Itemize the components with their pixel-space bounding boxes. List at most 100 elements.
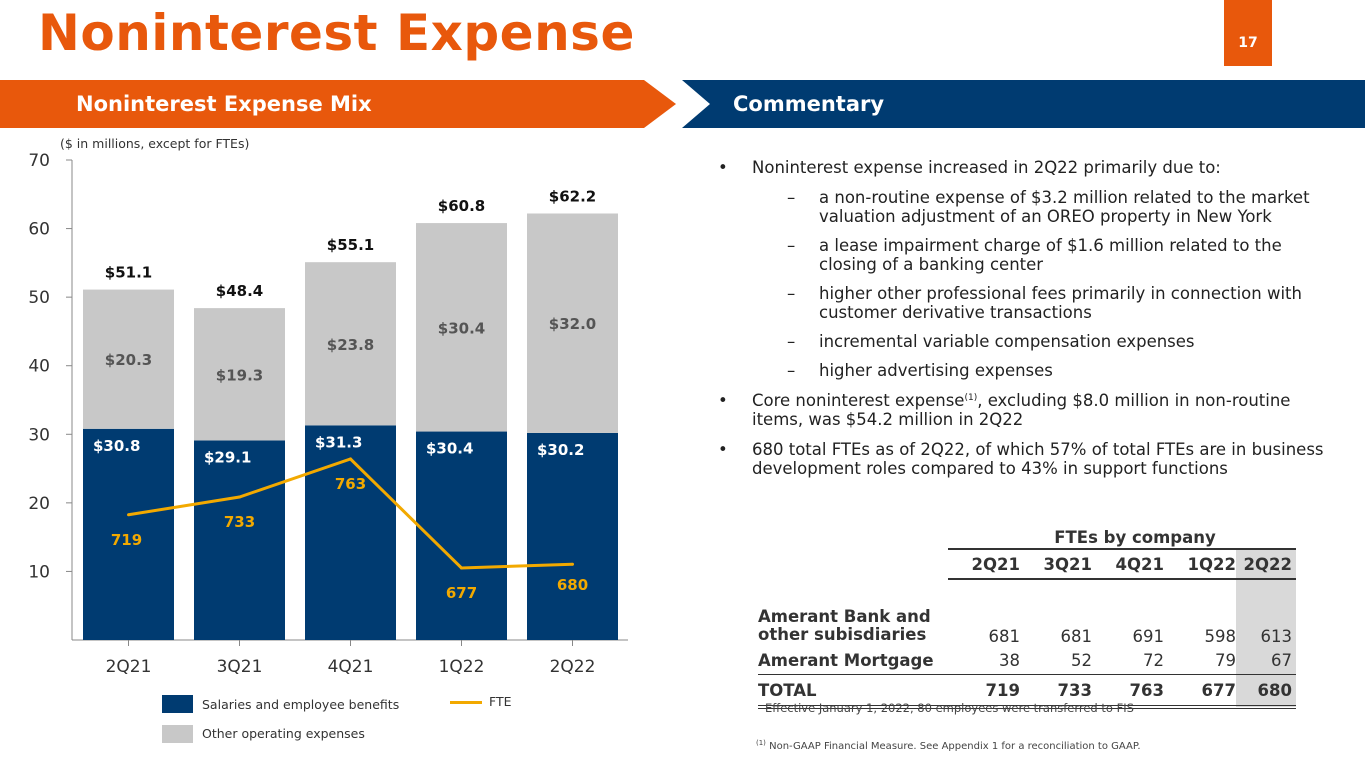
table-cell: 79 (1215, 650, 1236, 670)
fte-point (571, 562, 574, 566)
dash-marker: – (787, 188, 796, 207)
row-label-line2: other subisdiaries (758, 625, 927, 644)
fte-point (238, 495, 241, 499)
data-label-salaries: $31.3 (315, 433, 362, 451)
bullet-2-text-rest: , excluding $8.0 million in non-routine … (752, 391, 1291, 429)
fte-label: 680 (557, 576, 588, 594)
sub-bullet-text: a lease impairment charge of $1.6 millio… (819, 236, 1282, 274)
table-cell: 733 (1020, 674, 1092, 709)
dash-marker: – (787, 284, 796, 303)
x-tick-label: 4Q21 (328, 657, 374, 677)
legend-label-other: Other operating expenses (202, 726, 365, 741)
expense-chart: 10 20 30 40 50 60 70 $30.8 $20.3 $51.1 2Q21 $29.1 $1… (28, 151, 628, 677)
data-label-total: $51.1 (105, 264, 152, 282)
fte-table-title: FTEs by company (1054, 528, 1216, 547)
dash-marker: – (787, 236, 796, 255)
sub-bullet: – higher advertising expenses (718, 361, 1338, 380)
bar-other (194, 308, 285, 441)
column-header: 3Q21 (1020, 548, 1092, 580)
table-spacer (758, 579, 1296, 608)
sub-bullet-text: a non-routine expense of $3.2 million re… (819, 188, 1310, 226)
dash-marker: – (787, 361, 796, 380)
y-tick-label: 40 (28, 357, 50, 377)
bar-other (527, 213, 618, 433)
y-tick-label: 50 (28, 288, 50, 308)
legend-line-fte (450, 701, 482, 704)
sub-bullet: – a non-routine expense of $3.2 million r… (718, 188, 1338, 226)
bullet-1-text: Noninterest expense increased in 2Q22 pr… (752, 158, 1221, 177)
table-row: Amerant Mortgage 38 52 72 79 67 (758, 646, 1296, 675)
bar-salaries (527, 432, 618, 640)
bar-salaries (83, 428, 174, 640)
bar-other (416, 223, 507, 432)
section-title-mix: Noninterest Expense Mix (76, 92, 372, 116)
chart-subtitle: ($ in millions, except for FTEs) (60, 136, 250, 151)
commentary: • Noninterest expense increased in 2Q22 … (718, 158, 1338, 478)
table-cell: 72 (1143, 650, 1164, 670)
legend-label-fte: FTE (489, 694, 512, 709)
bar-other (305, 262, 396, 426)
table-row: Amerant Bank and other subisdiaries 681 6… (758, 608, 1296, 646)
row-label: Amerant Mortgage (758, 650, 934, 670)
fte-label: 733 (224, 513, 255, 531)
data-label-salaries: $29.1 (204, 448, 251, 466)
bar-salaries (194, 440, 285, 640)
x-tick-label: 2Q21 (106, 657, 152, 677)
bar-other (83, 289, 174, 429)
legend-swatch-salaries (162, 695, 193, 713)
page-title: Noninterest Expense (38, 4, 635, 62)
bar-salaries (416, 431, 507, 640)
sub-bullet: – a lease impairment charge of $1.6 milli… (718, 236, 1338, 274)
fte-label: 677 (446, 584, 477, 602)
table-cell: 691 (1132, 627, 1165, 646)
legend-label-salaries: Salaries and employee benefits (202, 697, 400, 712)
table-cell: 681 (988, 627, 1021, 646)
data-label-total: $60.8 (438, 197, 485, 215)
bar-salaries (305, 425, 396, 640)
fte-label: 763 (335, 475, 366, 493)
x-tick-label: 2Q22 (550, 657, 596, 677)
sub-bullet-text: higher other professional fees primarily… (819, 284, 1302, 322)
table-cell: 67 (1236, 646, 1296, 675)
column-header: 1Q22 (1164, 548, 1236, 580)
y-tick-label: 70 (28, 151, 50, 171)
row-label: Amerant Bank and other subisdiaries (758, 608, 948, 646)
data-label-salaries: $30.2 (537, 441, 584, 459)
data-label-other: $19.3 (216, 366, 263, 384)
table-cell: 677 (1164, 674, 1236, 709)
fte-point (127, 513, 130, 517)
column-header: 4Q21 (1092, 548, 1164, 580)
bullet-3: • 680 total FTEs as of 2Q22, of which 57… (718, 440, 1338, 478)
y-tick-label: 10 (28, 562, 50, 582)
section-banner-left (0, 80, 676, 128)
table-cell: 598 (1204, 627, 1237, 646)
table-total-row: TOTAL 719 733 763 677 680 (758, 674, 1296, 709)
section-banner-right (682, 80, 1365, 128)
data-label-total: $55.1 (327, 236, 374, 254)
data-label-other: $32.0 (549, 315, 596, 333)
table-cell: 719 (948, 674, 1020, 709)
x-tick-label: 3Q21 (217, 657, 263, 677)
fte-label: 719 (111, 531, 142, 549)
bullet-marker: • (718, 440, 728, 459)
footnote: (1) Non-GAAP Financial Measure. See Appe… (756, 739, 1141, 753)
bullet-2-text: Core noninterest expense (752, 391, 965, 410)
column-header-highlight: 2Q22 (1236, 548, 1296, 580)
sub-bullet: – higher other professional fees primaril… (718, 284, 1338, 322)
dash-marker: – (787, 332, 796, 351)
table-cell: 763 (1092, 674, 1164, 709)
section-title-commentary: Commentary (733, 92, 885, 116)
fte-point (349, 457, 352, 461)
bullet-1: • Noninterest expense increased in 2Q22 … (718, 158, 1338, 177)
footnote-text: Non-GAAP Financial Measure. See Appendix… (769, 741, 1141, 752)
footnote-marker: (1) (756, 739, 766, 747)
bullet-marker: • (718, 158, 728, 177)
sub-bullet-text: incremental variable compensation expens… (819, 332, 1195, 351)
legend-swatch-other (162, 725, 193, 743)
bullet-marker: • (718, 391, 728, 410)
x-tick-label: 1Q22 (439, 657, 485, 677)
table-cell: 680 (1236, 674, 1296, 709)
fte-table: 2Q21 3Q21 4Q21 1Q22 2Q22 Amerant Bank an… (758, 548, 1296, 709)
data-label-total: $48.4 (216, 282, 263, 300)
sub-bullet: – incremental variable compensation expen… (718, 332, 1338, 351)
